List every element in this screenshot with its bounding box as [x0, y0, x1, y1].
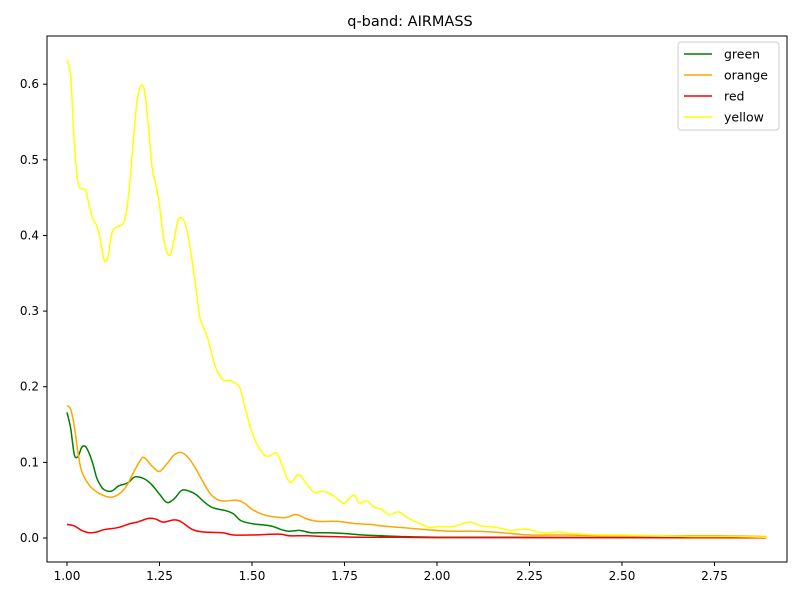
x-tick-label: 2.25: [516, 569, 543, 583]
legend-label-yellow: yellow: [724, 110, 764, 125]
y-tick-label: 0.2: [20, 380, 39, 394]
y-tick-label: 0.6: [20, 77, 39, 91]
series-line-orange: [66, 405, 767, 538]
legend-box: [677, 41, 780, 131]
legend-label-orange: orange: [724, 68, 768, 83]
x-tick-label: 1.75: [331, 569, 358, 583]
x-tick-label: 1.50: [239, 569, 266, 583]
y-tick-label: 0.3: [20, 304, 39, 318]
x-tick-label: 2.75: [701, 569, 728, 583]
y-tick-label: 0.4: [20, 228, 39, 242]
plot-frame: [46, 35, 788, 563]
x-tick-label: 1.00: [54, 569, 81, 583]
x-tick-label: 2.50: [609, 569, 636, 583]
chart-title: q-band: AIRMASS: [347, 14, 473, 30]
legend: green orange red yellow: [677, 41, 780, 131]
series-line-green: [66, 412, 767, 539]
series-layer: [66, 59, 767, 539]
x-tick-label: 2.00: [424, 569, 451, 583]
x-axis: 1.00 1.25 1.50 1.75 2.00 2.25 2.50 2.75: [54, 562, 728, 583]
y-tick-label: 0.1: [20, 455, 39, 469]
y-tick-label: 0.5: [20, 153, 39, 167]
x-tick-label: 1.25: [146, 569, 173, 583]
legend-label-red: red: [724, 89, 745, 104]
series-line-yellow: [66, 59, 767, 539]
y-axis: 0.0 0.1 0.2 0.3 0.4 0.5 0.6: [20, 77, 47, 545]
y-tick-label: 0.0: [20, 531, 39, 545]
series-line-red: [66, 517, 767, 539]
legend-label-green: green: [724, 47, 760, 62]
